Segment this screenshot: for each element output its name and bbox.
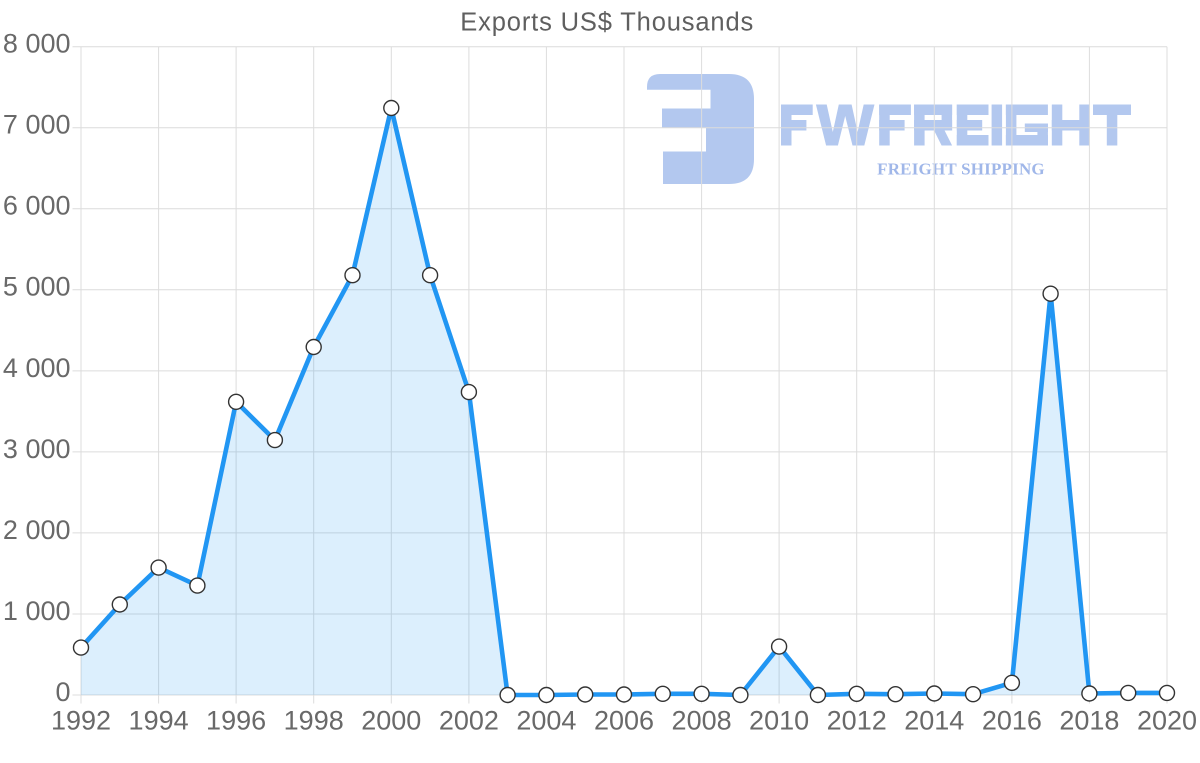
svg-text:2004: 2004 <box>516 705 576 735</box>
svg-text:2 000: 2 000 <box>3 515 71 545</box>
svg-text:2002: 2002 <box>439 705 499 735</box>
svg-text:6 000: 6 000 <box>3 191 71 221</box>
svg-text:2000: 2000 <box>361 705 421 735</box>
svg-text:2008: 2008 <box>672 705 732 735</box>
svg-text:1 000: 1 000 <box>3 596 71 626</box>
svg-text:1998: 1998 <box>284 705 344 735</box>
svg-text:1996: 1996 <box>206 705 266 735</box>
svg-text:2010: 2010 <box>749 705 809 735</box>
svg-text:2012: 2012 <box>827 705 887 735</box>
svg-text:2014: 2014 <box>904 705 964 735</box>
svg-text:2018: 2018 <box>1059 705 1119 735</box>
svg-text:Exports US$ Thousands: Exports US$ Thousands <box>460 8 754 36</box>
svg-text:FREIGHT SHIPPING: FREIGHT SHIPPING <box>877 160 1045 179</box>
svg-text:1994: 1994 <box>129 705 189 735</box>
svg-text:0: 0 <box>55 677 70 707</box>
svg-text:5 000: 5 000 <box>3 272 71 302</box>
svg-text:8 000: 8 000 <box>3 29 71 59</box>
svg-text:2006: 2006 <box>594 705 654 735</box>
svg-text:3 000: 3 000 <box>3 434 71 464</box>
svg-text:7 000: 7 000 <box>3 110 71 140</box>
svg-text:4 000: 4 000 <box>3 353 71 383</box>
svg-text:1992: 1992 <box>51 705 111 735</box>
svg-text:2016: 2016 <box>982 705 1042 735</box>
svg-text:2020: 2020 <box>1137 705 1197 735</box>
